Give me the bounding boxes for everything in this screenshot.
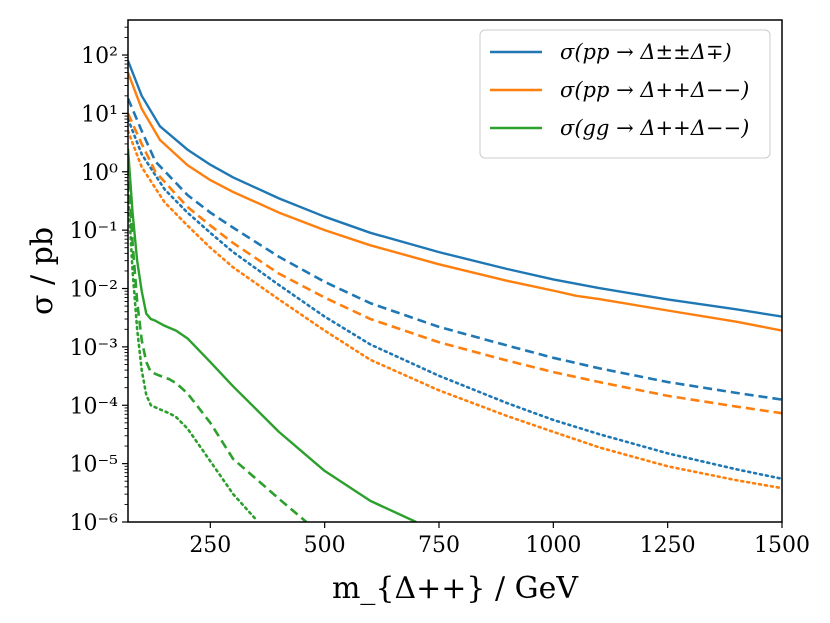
series-line-gg-pp-mm-solid <box>128 148 417 522</box>
legend-label: σ(gg → Δ++Δ−−) <box>560 116 749 140</box>
y-tick-label: 10⁻⁵ <box>70 453 118 478</box>
legend-label: σ(pp → Δ++Δ−−) <box>560 78 749 102</box>
axis-titles: m_{Δ++} / GeV σ / pb <box>25 227 579 606</box>
y-tick-label: 10⁻¹ <box>70 219 118 244</box>
x-tick-label: 1500 <box>754 533 810 558</box>
series-line-gg-pp-mm-dashed <box>128 167 308 522</box>
series-line-gg-pp-mm-dotted <box>128 188 258 521</box>
x-tick-label: 750 <box>418 533 460 558</box>
x-axis-title: m_{Δ++} / GeV <box>332 571 579 606</box>
y-tick-label: 10¹ <box>81 102 118 127</box>
y-axis-title: σ / pb <box>25 227 60 315</box>
series-group <box>128 60 782 522</box>
series-line-pp-pp-mm-dashed <box>128 112 782 415</box>
axis-ticks: 250 500 750 1000 1250 1500 10² 10¹ 10⁰ 10⁻¹ 10⁻² 10… <box>70 26 810 558</box>
legend-label: σ(pp → Δ±±Δ∓) <box>560 40 732 64</box>
y-tick-label: 10⁻³ <box>70 336 118 361</box>
y-tick-label: 10⁰ <box>81 161 118 186</box>
y-tick-label: 10⁻⁴ <box>70 394 119 419</box>
series-line-pp-pp-mm-dotted <box>128 129 782 490</box>
legend: σ(pp → Δ±±Δ∓) σ(pp → Δ++Δ−−) σ(gg → Δ++Δ−−… <box>479 29 771 159</box>
series-line-pp-pp-mm-solid <box>128 72 782 332</box>
x-tick-label: 250 <box>189 533 231 558</box>
x-tick-label: 1250 <box>640 533 696 558</box>
x-tick-label: 1000 <box>525 533 581 558</box>
y-tick-label: 10⁻⁶ <box>70 511 119 536</box>
series-line-pp-pm-mp-solid <box>128 60 782 318</box>
x-tick-label: 500 <box>304 533 346 558</box>
series-line-pp-pm-mp-dashed <box>128 97 782 401</box>
y-tick-label: 10⁻² <box>70 278 118 303</box>
legend-box <box>479 29 771 159</box>
y-tick-label: 10² <box>81 44 118 69</box>
series-line-pp-pm-mp-dotted <box>128 117 782 481</box>
